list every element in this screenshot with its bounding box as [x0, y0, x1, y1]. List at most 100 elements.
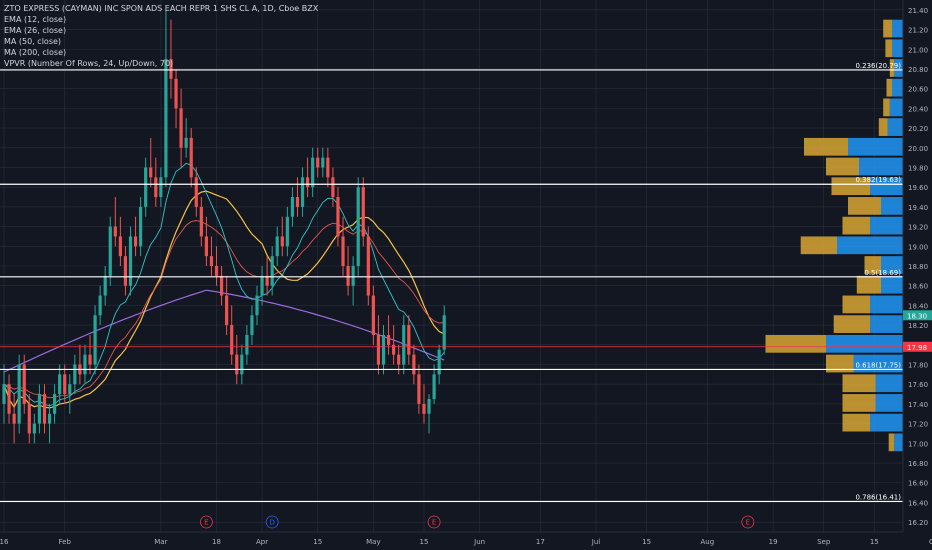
candle-body [17, 364, 21, 424]
price-tick-label: 20.00 [908, 145, 928, 153]
candle-body [139, 206, 143, 247]
legend-ma200[interactable]: MA (200, close) [4, 48, 67, 57]
price-tick-label: 17.80 [908, 362, 928, 370]
legend-ema26[interactable]: EMA (26, close) [4, 26, 67, 35]
vpvr-down-bar [842, 295, 870, 314]
time-tick-label: 15 [420, 538, 429, 546]
candle-body [159, 177, 163, 198]
candle-body [2, 384, 6, 404]
price-tick-label: 21.20 [908, 27, 928, 35]
candle-body [356, 187, 360, 266]
current-price-label: 17.98 [907, 344, 927, 352]
vpvr-up-bar [837, 236, 903, 255]
ema12-line [3, 162, 445, 407]
candle-body [37, 394, 42, 424]
candle-body [73, 364, 77, 385]
candle-body [397, 354, 401, 365]
candle-body [12, 413, 16, 424]
candle-body [189, 137, 193, 178]
candle-body [422, 403, 426, 414]
candle-body [371, 295, 375, 335]
candle-body [174, 78, 178, 109]
legend-vpvr[interactable]: VPVR (Number Of Rows, 24, Up/Down, 70) [4, 59, 174, 68]
time-tick-label: Mar [154, 538, 167, 546]
time-tick-label: Jul [591, 538, 601, 546]
vpvr-up-bar [826, 334, 903, 353]
time-tick-label: May [366, 538, 380, 546]
candle-body [42, 394, 47, 424]
vpvr-down-bar [886, 78, 892, 97]
vpvr-up-bar [870, 216, 903, 235]
legend-ema12[interactable]: EMA (12, close) [4, 15, 67, 24]
vpvr-down-bar [883, 19, 892, 38]
vpvr-up-bar [848, 137, 903, 156]
price-tick-label: 18.40 [908, 302, 928, 310]
price-tick-label: 16.40 [908, 499, 928, 507]
candle-body [53, 394, 57, 414]
vpvr-down-bar [888, 433, 895, 452]
candle-body [437, 349, 441, 375]
candle-body [316, 157, 320, 168]
price-axis [903, 0, 932, 550]
legend-title: ZTO EXPRESS (CAYMAN) INC SPON ADS EACH R… [4, 4, 319, 13]
time-tick-label: Sep [817, 538, 831, 546]
candle-body [321, 157, 325, 168]
price-tick-label: 19.00 [908, 243, 928, 251]
candle-body [133, 236, 138, 247]
price-tick-label: 17.40 [908, 401, 928, 409]
price-tick-label: 17.60 [908, 381, 928, 389]
candle-body [7, 384, 11, 414]
candle-body [27, 403, 31, 434]
candle-body [386, 334, 391, 345]
vpvr-down-bar [878, 118, 888, 136]
vpvr-down-bar [842, 216, 870, 235]
event-label: E [432, 519, 436, 527]
candle-body [255, 295, 259, 316]
price-tick-label: 18.60 [908, 283, 928, 291]
time-tick-label: Aug [701, 538, 715, 546]
candle-body [361, 187, 365, 237]
candle-body [199, 206, 203, 237]
vpvr-down-bar [889, 59, 895, 77]
price-tick-label: 18.20 [908, 322, 928, 330]
time-tick-label: Feb [59, 538, 72, 546]
candle-body [154, 177, 158, 198]
time-tick-label: Apr [256, 538, 268, 546]
current-price-tag [903, 341, 932, 352]
vpvr-down-bar [864, 256, 881, 274]
event-label: D [269, 519, 274, 527]
vpvr-down-bar [831, 177, 870, 196]
price-tick-label: 16.80 [908, 460, 928, 468]
candle-body [113, 226, 117, 237]
candle-body [270, 256, 274, 286]
vpvr-up-bar [894, 433, 903, 452]
time-tick-label: 19 [769, 538, 778, 546]
price-tick-label: 20.40 [908, 105, 928, 113]
vpvr-down-bar [885, 39, 892, 58]
vpvr-up-bar [875, 374, 903, 393]
candle-body [219, 275, 224, 296]
vpvr-down-bar [848, 197, 881, 215]
candle-body [376, 334, 381, 365]
price-tick-label: 19.80 [908, 164, 928, 172]
candle-body [88, 354, 92, 365]
candle-body [341, 236, 345, 266]
vpvr-down-bar [856, 275, 881, 294]
vpvr-up-bar [870, 295, 903, 314]
vpvr-up-bar [881, 275, 903, 294]
vpvr-down-bar [842, 413, 870, 432]
time-tick-label: 17 [536, 538, 545, 546]
candle-body [194, 177, 198, 207]
event-marker [427, 515, 441, 529]
candle-body [83, 354, 87, 375]
vpvr-up-bar [892, 39, 903, 58]
candle-body [103, 275, 107, 296]
candle-body [184, 137, 188, 148]
candle-body [123, 256, 128, 286]
candle-body [381, 334, 386, 365]
vpvr-up-bar [892, 19, 903, 38]
fib-label-0.5: 0.5(18.69) [864, 269, 901, 277]
candle-body [204, 236, 208, 257]
legend-ma50[interactable]: MA (50, close) [4, 37, 62, 46]
